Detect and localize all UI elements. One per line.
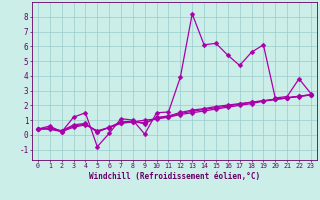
X-axis label: Windchill (Refroidissement éolien,°C): Windchill (Refroidissement éolien,°C) bbox=[89, 172, 260, 181]
